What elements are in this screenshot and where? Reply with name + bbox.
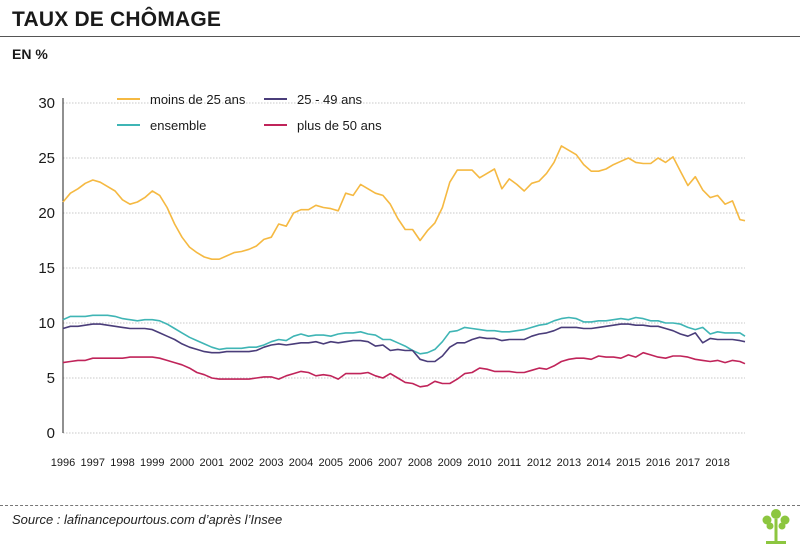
chart-title: TAUX DE CHÔMAGE <box>12 8 222 31</box>
line-chart: 0 5 10 15 20 25 30 1996 1997 1998 1999 2000 2001 200… <box>38 92 746 469</box>
x-tick-label: 2006 <box>348 457 372 469</box>
tree-logo-icon <box>762 509 790 544</box>
x-tick-label: 2011 <box>498 457 522 469</box>
unit-label: EN % <box>12 46 48 62</box>
x-tick-label: 2018 <box>705 457 729 469</box>
y-axis: 0 5 10 15 20 25 30 <box>38 95 64 442</box>
x-tick-label: 1996 <box>51 457 75 469</box>
x-tick-label: 2012 <box>527 457 551 469</box>
x-tick-label: 2017 <box>676 457 700 469</box>
series-line-3 <box>62 351 746 388</box>
y-tick-label: 30 <box>38 95 55 112</box>
x-tick-label: 2009 <box>438 457 462 469</box>
legend-label: plus de 50 ans <box>297 118 382 133</box>
x-axis: 1996 1997 1998 1999 2000 2001 2002 2003 2004 2005… <box>51 457 730 469</box>
x-tick-label: 2002 <box>229 457 253 469</box>
y-tick-label: 25 <box>38 150 55 167</box>
y-tick-label: 10 <box>38 315 55 332</box>
legend-label: moins de 25 ans <box>150 92 246 107</box>
x-tick-label: 2007 <box>378 457 402 469</box>
footer-divider <box>0 505 800 506</box>
x-tick-label: 2015 <box>616 457 640 469</box>
x-tick-label: 2003 <box>259 457 283 469</box>
x-tick-label: 2010 <box>467 457 491 469</box>
legend: moins de 25 ans ensemble 25 - 49 ans plus d… <box>117 92 382 133</box>
series-line-1 <box>62 314 746 355</box>
legend-label: ensemble <box>150 118 206 133</box>
x-tick-label: 2016 <box>646 457 670 469</box>
x-tick-label: 2014 <box>586 457 610 469</box>
series-line-2 <box>62 323 746 363</box>
x-tick-label: 2013 <box>557 457 581 469</box>
y-tick-label: 0 <box>47 425 55 442</box>
legend-label: 25 - 49 ans <box>297 92 363 107</box>
title-divider <box>0 36 800 37</box>
x-tick-label: 2000 <box>170 457 194 469</box>
series-lines <box>62 145 746 388</box>
x-tick-label: 2001 <box>200 457 224 469</box>
x-tick-label: 1997 <box>81 457 105 469</box>
x-tick-label: 2008 <box>408 457 432 469</box>
x-tick-label: 2004 <box>289 457 313 469</box>
y-tick-label: 15 <box>38 260 55 277</box>
gridlines <box>63 102 745 434</box>
y-tick-label: 20 <box>38 205 55 222</box>
x-tick-label: 1999 <box>140 457 164 469</box>
x-tick-label: 2005 <box>319 457 343 469</box>
x-tick-label: 1998 <box>110 457 134 469</box>
y-tick-label: 5 <box>47 370 55 387</box>
source-note: Source : lafinancepourtous.com d’après l… <box>12 512 283 527</box>
series-line-0 <box>62 145 746 260</box>
